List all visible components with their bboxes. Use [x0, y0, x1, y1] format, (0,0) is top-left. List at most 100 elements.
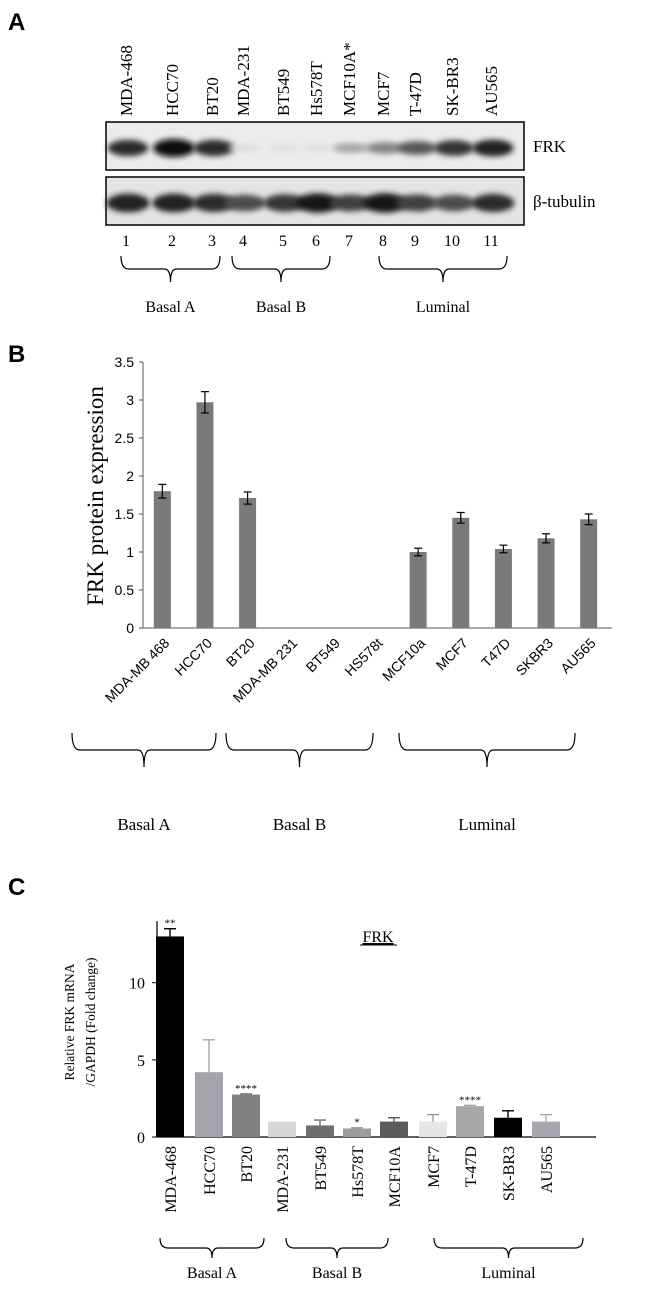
frk-band	[227, 144, 263, 152]
y-tick-label: 0.5	[115, 582, 135, 598]
bar	[156, 936, 184, 1137]
lane-label: SK-BR3	[443, 57, 462, 116]
group-bracket	[285, 1237, 389, 1259]
group-label: Basal A	[117, 815, 171, 834]
group-label: Basal B	[273, 815, 326, 834]
bar	[196, 402, 214, 628]
y-tick-label: 1	[126, 544, 134, 560]
tubulin-band	[223, 194, 267, 212]
group-bracket	[159, 1237, 265, 1259]
y-tick-label: 3	[126, 392, 134, 408]
group-bracket	[71, 732, 217, 768]
group-label: Luminal	[458, 815, 516, 834]
x-tick-label: SK-BR3	[501, 1146, 518, 1201]
lane-label: MCF10A*	[340, 42, 359, 116]
bar	[419, 1121, 447, 1137]
group-bracket	[225, 732, 374, 768]
lane-number: 9	[411, 233, 419, 250]
tubulin-band	[363, 193, 407, 213]
x-tick-label: MCF10a	[379, 635, 428, 684]
bar	[580, 519, 598, 628]
x-tick-label: T47D	[478, 635, 514, 671]
chart-c-title: FRK	[362, 929, 394, 946]
lane-number: 4	[239, 233, 247, 250]
bar	[153, 491, 171, 628]
lane-number: 2	[168, 233, 176, 250]
group-label: Basal B	[312, 1265, 362, 1282]
group-bracket	[120, 255, 221, 283]
bar	[232, 1094, 260, 1137]
bar	[452, 517, 470, 628]
frk-band	[397, 141, 437, 155]
bar	[343, 1128, 371, 1137]
group-label: Basal B	[256, 299, 306, 316]
x-tick-label: T-47D	[463, 1146, 480, 1187]
lane-number: 5	[279, 233, 287, 250]
panel-label-c: C	[8, 874, 25, 901]
tubulin-blot-label: β-tubulin	[533, 192, 596, 211]
bar	[409, 552, 427, 628]
lane-label: MDA-231	[234, 45, 253, 116]
lane-number: 3	[208, 233, 216, 250]
frk-band	[472, 139, 514, 157]
bar	[239, 498, 257, 628]
x-tick-label: AU565	[539, 1146, 556, 1193]
chart-c: 0 5 10 ** MDA-468 HCC70 **** BT20 MDA-231 BT549 * H…	[129, 918, 596, 1282]
lane-number: 6	[312, 233, 320, 250]
bar	[268, 1121, 296, 1137]
bar	[380, 1121, 408, 1137]
frk-band	[366, 142, 404, 154]
lane-label: T-47D	[406, 72, 425, 116]
bar	[537, 538, 555, 628]
group-bracket	[231, 255, 331, 283]
group-bracket	[433, 1237, 584, 1259]
bar	[532, 1121, 560, 1137]
tubulin-band	[152, 193, 196, 213]
tubulin-band	[106, 193, 150, 213]
tubulin-band	[432, 194, 476, 212]
group-brackets: Basal A Basal B Luminal	[120, 255, 508, 316]
y-tick-label: 3.5	[115, 354, 135, 370]
x-tick-label: BT549	[313, 1146, 330, 1190]
significance-label: ****	[235, 1083, 257, 1095]
lane-label: HCC70	[163, 64, 182, 116]
bar	[306, 1125, 334, 1137]
y-tick-label: 2.5	[115, 430, 135, 446]
x-tick-label: BT20	[239, 1146, 256, 1182]
y-tick-label: 5	[137, 1053, 145, 1070]
frk-band	[332, 143, 370, 153]
significance-label: **	[165, 918, 176, 930]
frk-band	[433, 140, 475, 156]
frk-band	[107, 139, 149, 157]
bar	[456, 1106, 484, 1137]
chart-c-ylabel-line1: Relative FRK mRNA	[62, 963, 77, 1080]
lane-number: 1	[122, 233, 130, 250]
tubulin-band	[263, 194, 307, 212]
y-tick-label: 0	[126, 620, 134, 636]
panel-label-b: B	[8, 341, 25, 368]
frk-band	[153, 139, 195, 157]
group-label: Luminal	[481, 1265, 536, 1282]
x-tick-label: HCC70	[171, 635, 215, 679]
group-bracket	[378, 255, 508, 283]
tubulin-band	[329, 194, 373, 212]
x-tick-label: BT549	[303, 635, 344, 676]
lane-numbers: 1 2 3 4 5 6 7 8 9 10 11	[122, 233, 499, 250]
group-label: Basal A	[187, 1265, 238, 1282]
x-tick-label: Hs578T	[350, 1146, 367, 1198]
lane-labels: MDA-468 HCC70 BT20 MDA-231 BT549 Hs578T MCF10A…	[117, 42, 501, 116]
group-bracket	[398, 732, 576, 768]
chart-c-ylabel-line2: /GAPDH (Fold change)	[83, 958, 98, 1087]
x-tick-label: MDA-MB 468	[102, 635, 173, 706]
tubulin-band	[192, 193, 236, 213]
significance-label: ****	[459, 1094, 481, 1106]
x-tick-label: MDA-231	[275, 1146, 292, 1213]
frk-blot-label: FRK	[533, 137, 567, 156]
bar	[195, 1072, 223, 1137]
lane-label: AU565	[482, 66, 501, 116]
frk-band	[267, 144, 303, 152]
lane-label: MCF7	[374, 71, 393, 116]
frk-bands	[107, 139, 514, 157]
y-tick-label: 1.5	[115, 506, 135, 522]
